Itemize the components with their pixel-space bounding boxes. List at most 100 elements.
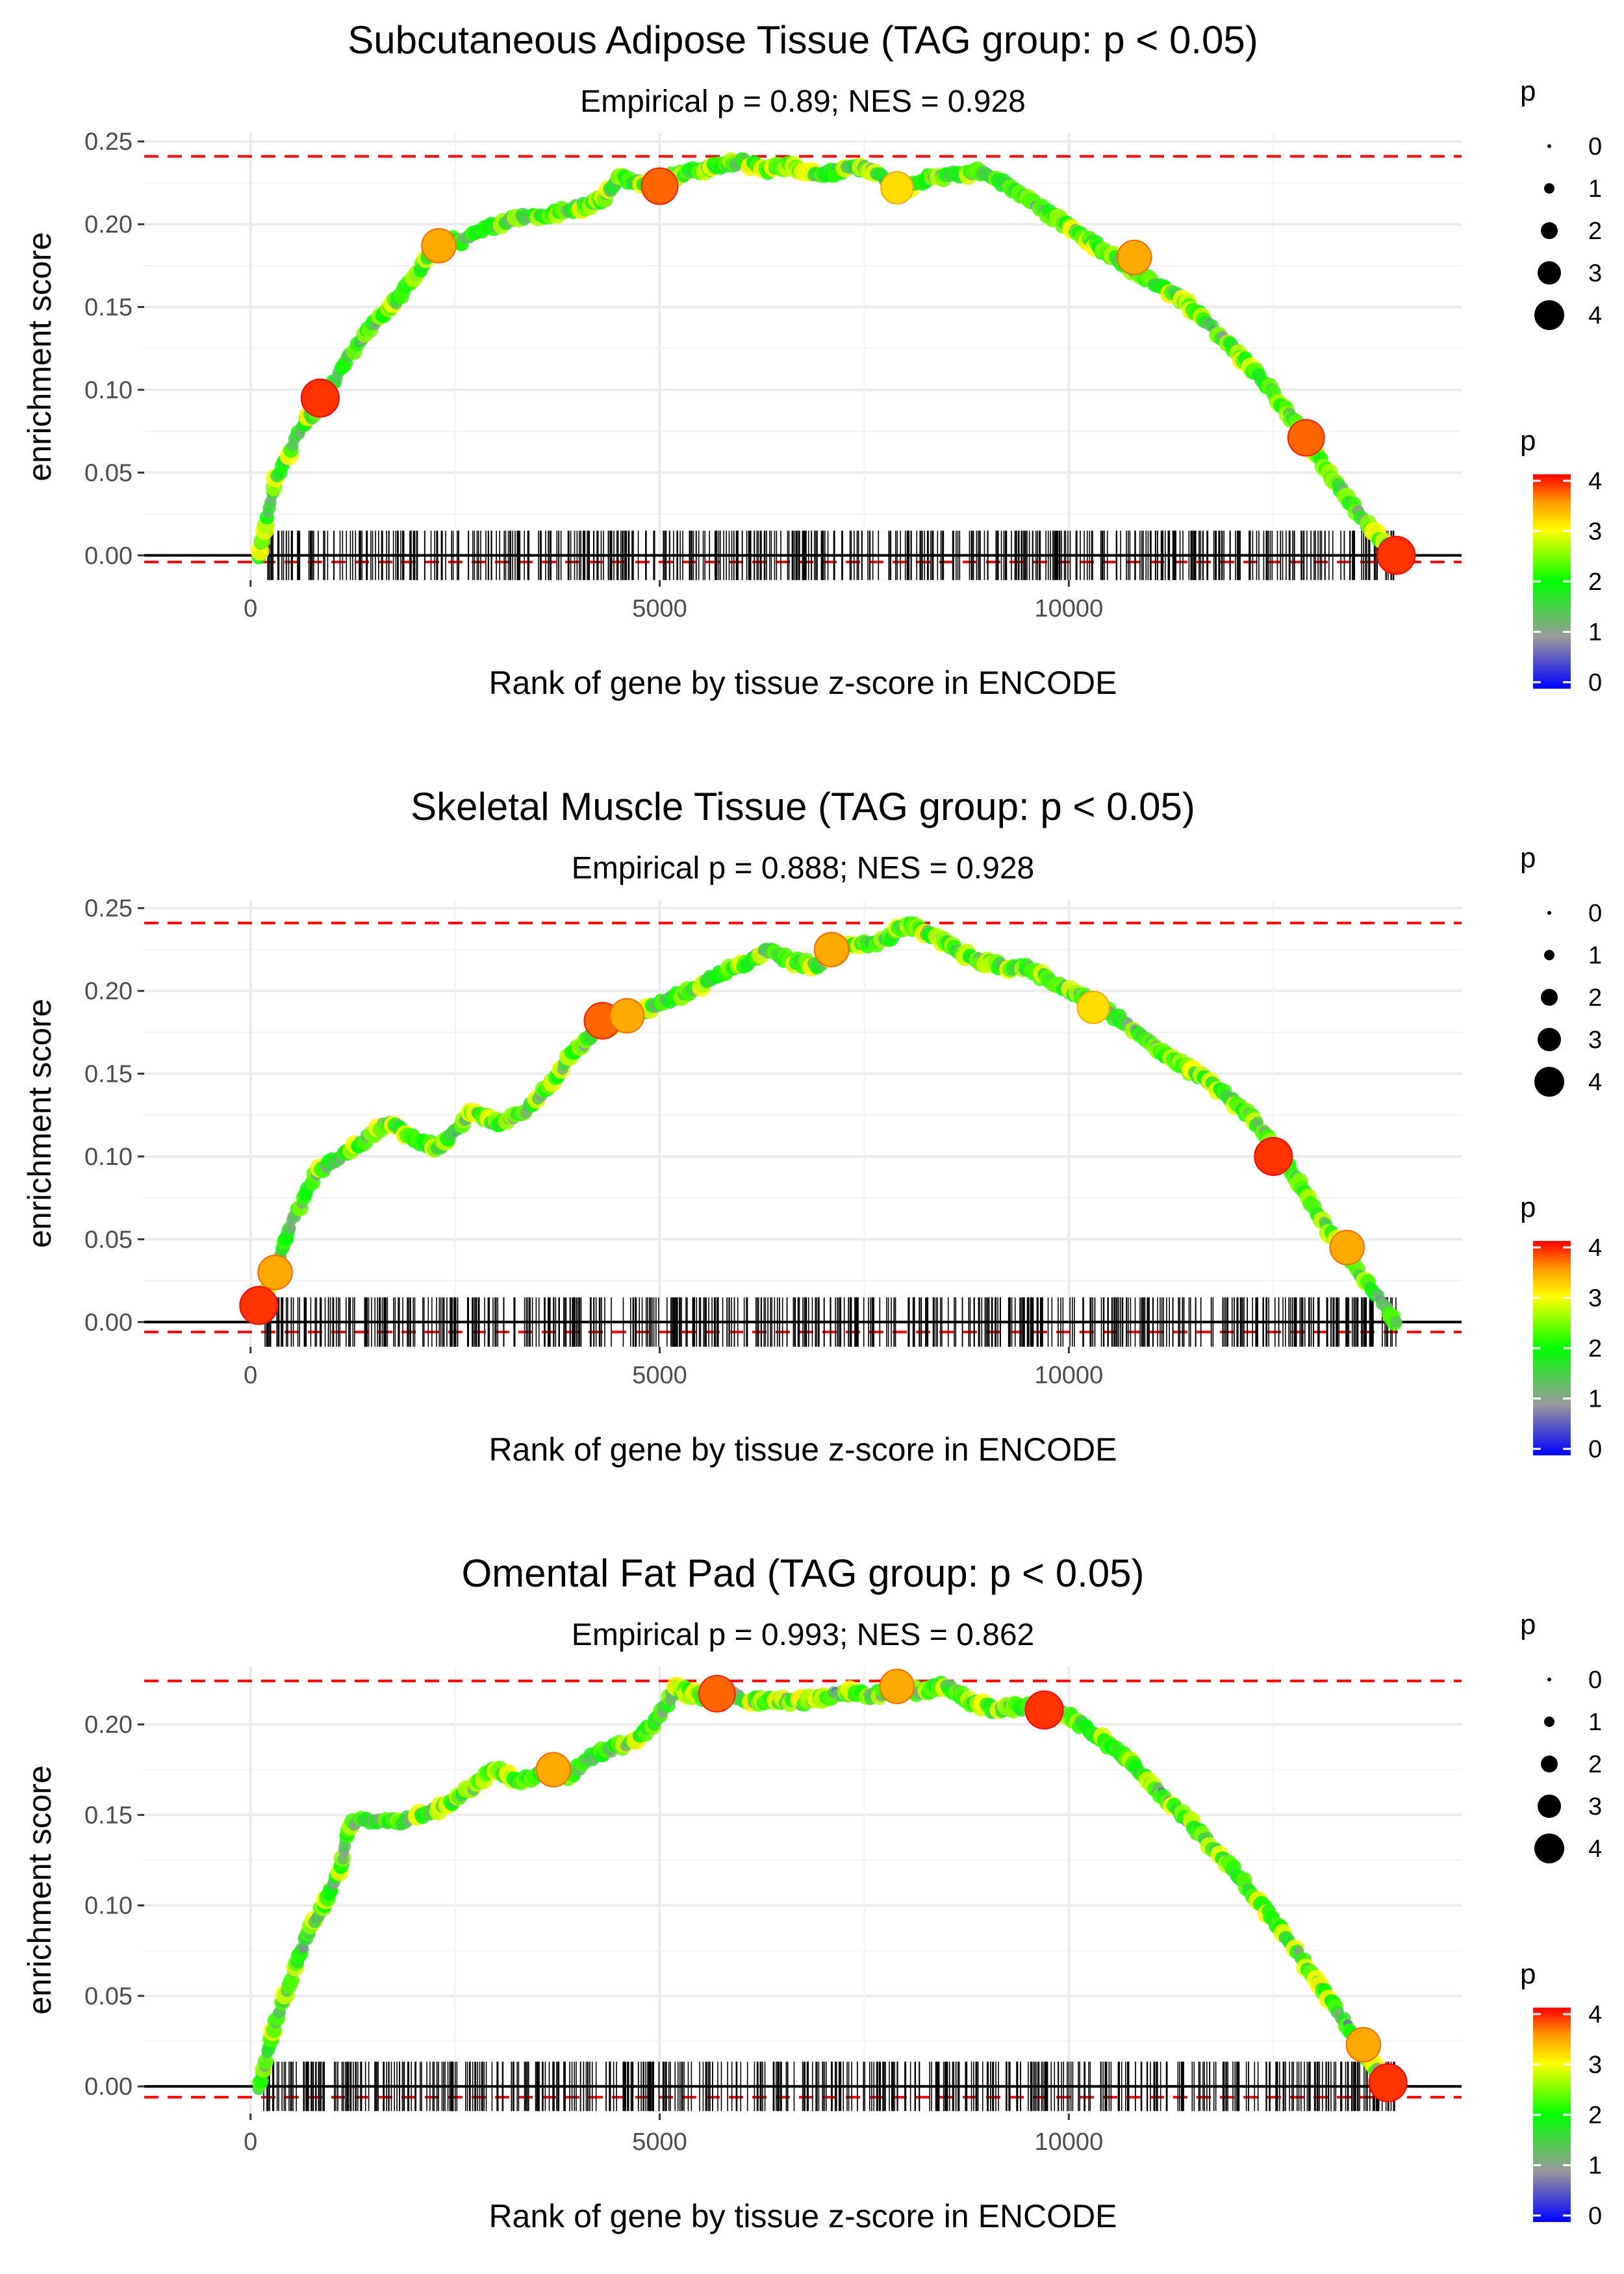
y-tick-label: 0.00 [84,2073,133,2101]
curve-point [298,1943,309,1953]
size-legend-label: 1 [1588,175,1602,203]
x-tick-label: 0 [244,595,257,622]
color-legend-label: 4 [1588,468,1602,495]
highlight-point [1377,535,1416,575]
size-legend-key [1541,222,1558,239]
highlight-point [1024,1690,1064,1730]
size-legend-key [1547,144,1551,148]
panel-3: Omental Fat Pad (TAG group: p < 0.05) Emp… [21,1552,1602,2234]
size-legend-label: 2 [1588,218,1602,245]
gridlines [144,1667,1462,2114]
size-legend-key [1544,950,1554,960]
x-axis-title: Rank of gene by tissue z-score in ENCODE [488,665,1117,701]
y-axis-title: enrichment score [21,1765,58,2015]
highlight-point [1116,239,1152,275]
size-legend-label: 0 [1588,900,1602,927]
size-legend-title: p [1520,842,1536,874]
highlight-point [879,1668,915,1704]
highlight-point [421,228,457,264]
color-legend-label: 2 [1588,568,1602,596]
size-legend-label: 3 [1588,1027,1602,1054]
highlight-point [641,167,679,205]
size-legend-label: 2 [1588,984,1602,1012]
color-legend-title: p [1520,1958,1536,1990]
highlight-point [300,378,340,418]
color-legend-label: 1 [1588,619,1602,646]
y-tick-label: 0.25 [84,895,133,923]
color-legend-label: 3 [1588,1285,1602,1312]
highlight-point [698,1674,736,1713]
x-tick-label: 10000 [1035,1362,1104,1389]
x-tick-label: 10000 [1035,595,1104,622]
y-tick-label: 0.15 [84,1802,133,1829]
color-legend-label: 1 [1588,1386,1602,1413]
color-legend-label: 0 [1588,1436,1602,1463]
gridlines [144,133,1462,580]
size-legend-key [1544,183,1554,194]
x-tick-label: 0 [244,1362,257,1389]
size-legend-label: 2 [1588,1751,1602,1778]
y-tick-label: 0.15 [84,1061,133,1088]
chart-subtitle: Empirical p = 0.993; NES = 0.862 [572,1618,1034,1652]
y-axis-title: enrichment score [21,999,58,1248]
color-legend-label: 2 [1588,1335,1602,1362]
highlight-point [1345,2026,1382,2063]
size-legend-label: 4 [1588,302,1602,329]
size-legend-key [1541,989,1558,1006]
chart-title: Subcutaneous Adipose Tissue (TAG group: … [348,18,1258,62]
size-legend-label: 4 [1588,1069,1602,1096]
enrichment-curve [250,152,1416,575]
y-tick-label: 0.05 [84,459,133,487]
curve-line [255,1680,1391,2089]
curve-point [257,2053,274,2070]
x-tick-label: 0 [244,2128,257,2156]
y-tick-label: 0.20 [84,978,133,1005]
curve-line [255,155,1398,559]
highlight-point [1329,1229,1365,1266]
x-tick-label: 5000 [632,1362,687,1389]
x-tick-label: 5000 [632,2128,687,2156]
highlight-point [1076,991,1110,1025]
highlight-point [1254,1136,1293,1176]
color-legend-label: 0 [1588,2203,1602,2230]
highlight-point [1287,418,1325,457]
color-legend-label: 3 [1588,2052,1602,2079]
size-legend-label: 3 [1588,1793,1602,1820]
color-legend-title: p [1520,1192,1536,1223]
color-legend-label: 4 [1588,2001,1602,2028]
curve-point [1390,1316,1402,1328]
chart-subtitle: Empirical p = 0.888; NES = 0.928 [572,851,1034,886]
size-legend-label: 0 [1588,1667,1602,1694]
highlight-point [813,932,850,967]
highlight-point [257,1255,293,1290]
x-axis-title: Rank of gene by tissue z-score in ENCODE [488,1431,1117,1468]
highlight-point [609,998,645,1034]
size-legend-label: 4 [1588,1835,1602,1863]
panel-2: Skeletal Muscle Tissue (TAG group: p < 0… [21,785,1602,1468]
color-legend-label: 1 [1588,2153,1602,2180]
highlight-point [880,171,914,205]
size-legend-title: p [1520,1609,1536,1641]
x-axis-title: Rank of gene by tissue z-score in ENCODE [488,2198,1117,2234]
size-legend-key [1534,1833,1564,1863]
color-legend-label: 0 [1588,669,1602,696]
color-legend-title: p [1520,425,1536,457]
x-tick-label: 5000 [632,595,687,622]
size-legend-label: 3 [1588,260,1602,287]
legend-group: p 0 1 2 3 4 p 0 1 2 3 4 [1520,1609,1602,2230]
size-legend-title: p [1520,75,1536,107]
size-legend-key [1538,1028,1561,1051]
y-tick-label: 0.10 [84,1143,133,1171]
size-legend-key [1534,1067,1564,1097]
y-tick-label: 0.25 [84,129,133,156]
size-legend-key [1538,1795,1561,1818]
highlight-point [1368,2063,1408,2102]
size-legend-key [1538,261,1561,285]
x-tick-label: 10000 [1035,2128,1104,2156]
y-tick-label: 0.00 [84,543,133,570]
size-legend-label: 1 [1588,1709,1602,1736]
size-legend-key [1547,911,1551,915]
size-legend-label: 0 [1588,133,1602,160]
color-legend-label: 3 [1588,518,1602,546]
size-legend-key [1534,300,1564,330]
